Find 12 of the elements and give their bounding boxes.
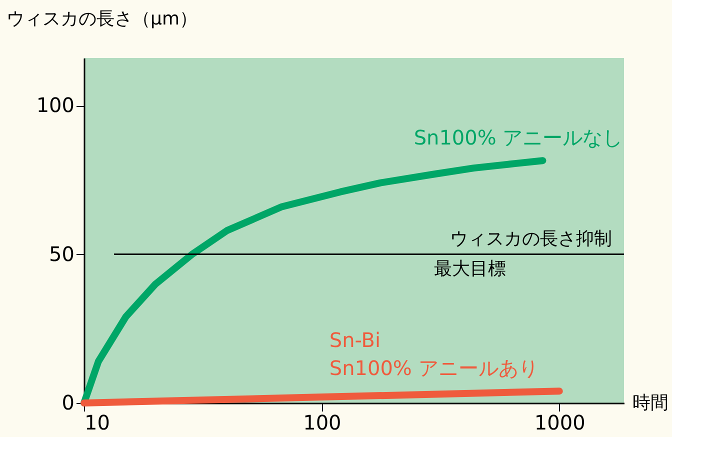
x-tick-label: 100 <box>303 410 342 434</box>
series-label: Sn100% アニールなし <box>414 126 623 150</box>
y-tick-label: 100 <box>36 93 74 118</box>
x-tick-label: 10 <box>84 410 110 434</box>
x-tick-label: 1000 <box>534 410 586 434</box>
series-label: Sn-Bi Sn100% アニールあり <box>329 328 538 380</box>
y-tick-label: 0 <box>62 390 74 414</box>
y-axis-title: ウィスカの長さ（μm） <box>6 8 198 30</box>
y-tick-label: 50 <box>49 242 74 266</box>
x-axis-title: 時間 <box>632 392 668 414</box>
text: 最大目標 <box>434 258 506 280</box>
text: ウィスカの長さ抑制 <box>450 228 612 250</box>
